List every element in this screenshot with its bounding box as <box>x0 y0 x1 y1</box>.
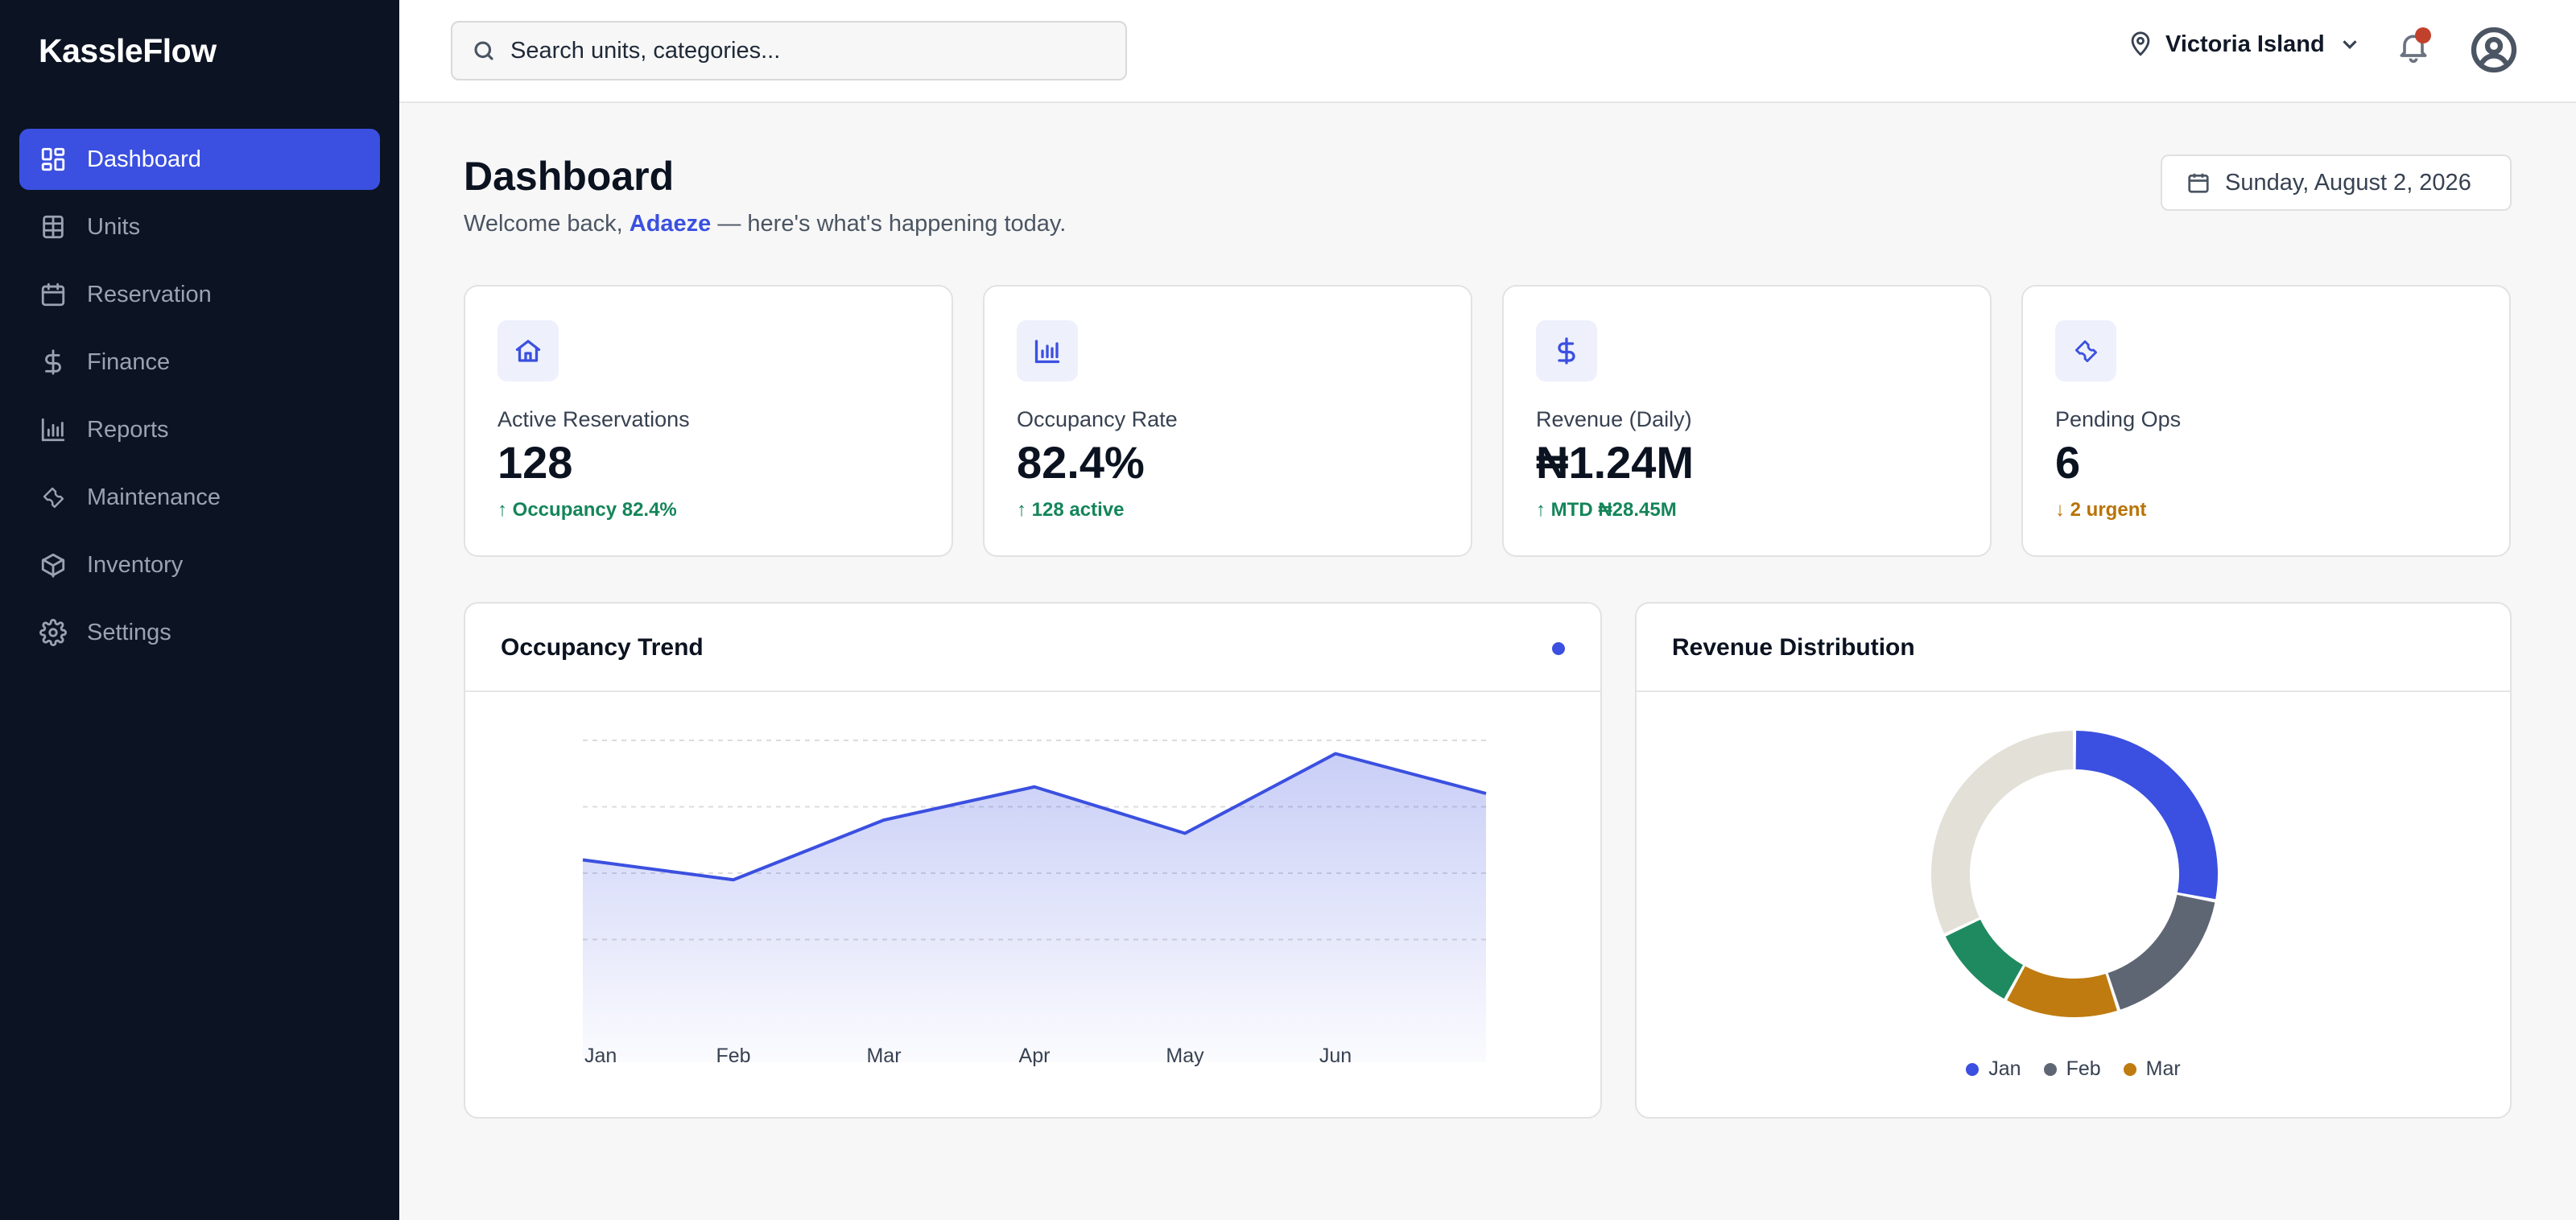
sidebar-item-label: Reports <box>87 416 169 443</box>
legend-label: Jan <box>1988 1057 2021 1080</box>
kpi-delta: ↑ 128 active <box>1017 499 1125 521</box>
sidebar-item-reports[interactable]: Reports <box>19 399 380 460</box>
chart-legend: Jan Feb Mar <box>1637 1057 2510 1081</box>
app-logo: KassleFlow <box>39 32 217 69</box>
kpi-value: ₦1.24M <box>1536 437 1695 488</box>
notifications-button[interactable] <box>2396 27 2431 68</box>
map-pin-icon <box>2127 31 2154 58</box>
kpi-delta: ↓ 2 urgent <box>2055 499 2147 521</box>
location-label: Victoria Island <box>2165 31 2325 57</box>
sidebar-item-label: Maintenance <box>87 484 221 510</box>
sidebar-item-inventory[interactable]: Inventory <box>19 534 380 596</box>
revenue-distribution-panel: Revenue Distribution Jan Feb Mar <box>1635 602 2512 1119</box>
notification-badge <box>2415 27 2431 43</box>
kpi-label: Occupancy Rate <box>1017 407 1178 431</box>
area-fill <box>583 753 1486 1062</box>
kpi-label: Pending Ops <box>2055 407 2182 431</box>
x-tick-label: Feb <box>716 1045 750 1067</box>
chevron-down-icon <box>2338 32 2362 56</box>
legend-swatch <box>2123 1062 2136 1076</box>
panel-title: Occupancy Trend <box>501 634 704 661</box>
kpi-card-revenue-daily[interactable]: Revenue (Daily) ₦1.24M ↑ MTD ₦28.45M <box>1502 285 1992 557</box>
kpi-value: 6 <box>2055 437 2081 488</box>
wrench-icon <box>2055 320 2116 381</box>
home-icon <box>497 320 559 381</box>
panel-title: Revenue Distribution <box>1672 634 1915 661</box>
calendar-icon <box>39 280 68 309</box>
donut-slice <box>1931 731 2074 934</box>
sidebar-item-settings[interactable]: Settings <box>19 602 380 663</box>
welcome-message: Welcome back, Adaeze — here's what's hap… <box>464 211 1066 237</box>
page-title: Dashboard <box>464 154 675 199</box>
sidebar-item-label: Reservation <box>87 281 212 307</box>
current-date: Sunday, August 2, 2026 <box>2225 169 2471 196</box>
table-icon <box>39 212 68 241</box>
sidebar-item-finance[interactable]: Finance <box>19 332 380 393</box>
user-name: Adaeze <box>629 211 712 237</box>
calendar-icon <box>2186 171 2211 195</box>
kpi-card-active-reservations[interactable]: Active Reservations 128 ↑ Occupancy 82.4… <box>464 285 953 557</box>
x-tick-label: Mar <box>866 1045 901 1067</box>
legend-item: Jan <box>1966 1057 2021 1081</box>
kpi-delta: ↑ MTD ₦28.45M <box>1536 499 1677 521</box>
sidebar-item-units[interactable]: Units <box>19 196 380 258</box>
dollar-icon <box>39 348 68 377</box>
sidebar-item-maintenance[interactable]: Maintenance <box>19 467 380 528</box>
sidebar-nav: Dashboard Units Reservation Finance Repo… <box>19 129 380 670</box>
occupancy-trend-chart: Jan Feb Mar Apr May Jun <box>582 740 1487 1067</box>
wrench-icon <box>39 483 68 512</box>
gear-icon <box>39 618 68 647</box>
kpi-delta: ↑ Occupancy 82.4% <box>497 499 677 521</box>
x-tick-label: May <box>1166 1045 1204 1067</box>
donut-slice <box>1945 919 2024 999</box>
box-icon <box>39 550 68 579</box>
search-input[interactable] <box>510 37 1122 64</box>
series-indicator-dot <box>1552 642 1565 655</box>
sidebar-item-label: Inventory <box>87 551 184 578</box>
legend-swatch <box>1966 1062 1979 1076</box>
sidebar-item-label: Dashboard <box>87 146 201 172</box>
dollar-icon <box>1536 320 1597 381</box>
search-box[interactable] <box>451 21 1127 80</box>
welcome-prefix: Welcome back, <box>464 211 630 237</box>
donut-slice <box>2075 731 2218 900</box>
x-tick-label: Apr <box>1019 1045 1051 1067</box>
kpi-card-pending-ops[interactable]: Pending Ops 6 ↓ 2 urgent <box>2021 285 2511 557</box>
sidebar-item-label: Settings <box>87 619 171 645</box>
revenue-donut-chart <box>1931 731 2218 1017</box>
kpi-label: Active Reservations <box>497 407 690 431</box>
x-tick-label: Jan <box>584 1045 617 1067</box>
sidebar-item-reservation[interactable]: Reservation <box>19 264 380 325</box>
legend-label: Feb <box>2066 1057 2101 1080</box>
dashboard-icon <box>39 145 68 174</box>
bar-chart-icon <box>1017 320 1078 381</box>
x-tick-label: Jun <box>1319 1045 1352 1067</box>
panel-header: Revenue Distribution <box>1637 604 2510 692</box>
location-selector[interactable]: Victoria Island <box>2127 31 2362 58</box>
kpi-label: Revenue (Daily) <box>1536 407 1692 431</box>
welcome-suffix: — here's what's happening today. <box>711 211 1067 237</box>
kpi-value: 128 <box>497 437 573 488</box>
topbar: Victoria Island <box>399 0 2576 103</box>
search-icon <box>472 39 496 63</box>
panel-header: Occupancy Trend <box>465 604 1600 692</box>
sidebar-item-label: Units <box>87 213 141 240</box>
kpi-value: 82.4% <box>1017 437 1145 488</box>
legend-swatch <box>2043 1062 2057 1076</box>
legend-item: Mar <box>2123 1057 2181 1081</box>
sidebar: KassleFlow Dashboard Units Reservation F… <box>0 0 399 1220</box>
bar-chart-icon <box>39 415 68 444</box>
sidebar-item-label: Finance <box>87 348 171 375</box>
sidebar-item-dashboard[interactable]: Dashboard <box>19 129 380 190</box>
legend-item: Feb <box>2043 1057 2101 1081</box>
kpi-card-occupancy-rate[interactable]: Occupancy Rate 82.4% ↑ 128 active <box>983 285 1472 557</box>
profile-button[interactable] <box>2470 26 2518 74</box>
user-avatar-icon <box>2470 27 2518 77</box>
donut-slice <box>2007 966 2117 1017</box>
legend-label: Mar <box>2145 1057 2181 1080</box>
date-picker[interactable]: Sunday, August 2, 2026 <box>2161 155 2512 211</box>
donut-slice <box>2107 894 2215 1010</box>
occupancy-trend-panel: Occupancy Trend Jan Feb Mar Apr May Jun <box>464 602 1602 1119</box>
bell-icon <box>2396 35 2431 68</box>
